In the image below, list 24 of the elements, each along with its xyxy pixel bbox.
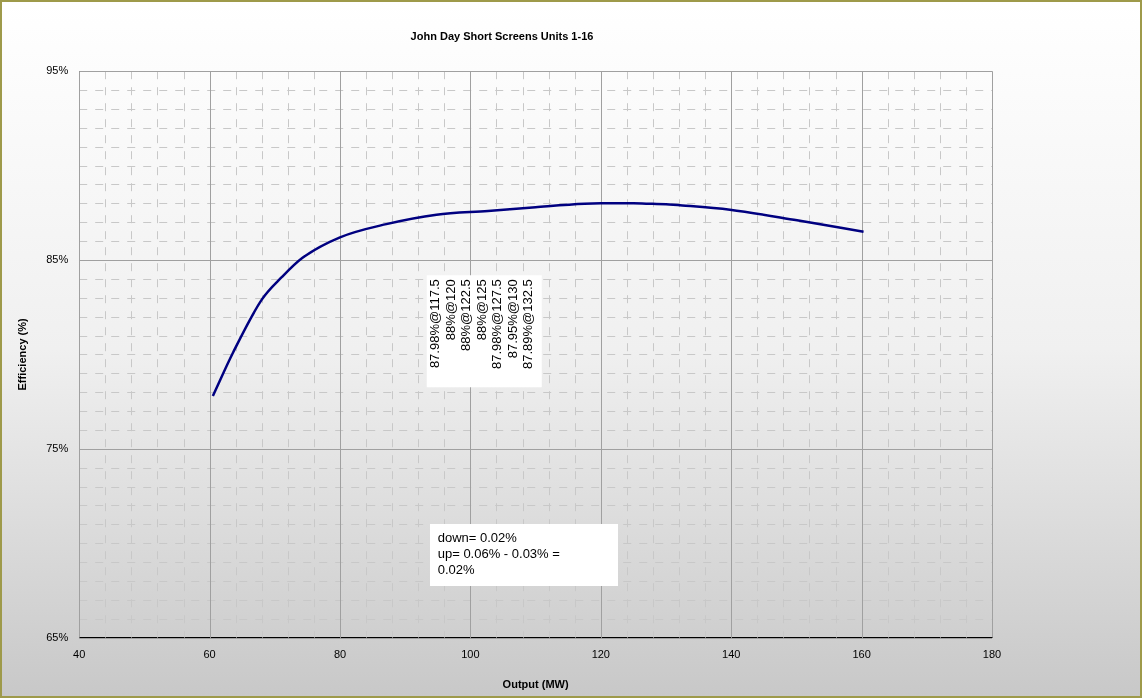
x-tick-label: 160 <box>852 648 871 661</box>
annotation: 88%@125 <box>473 279 490 342</box>
text-box: down= 0.02% up= 0.06% - 0.03% = 0.02% <box>429 524 618 587</box>
x-tick-label: 40 <box>73 648 86 661</box>
x-tick-label: 120 <box>591 648 610 661</box>
annotation: 87.98%@127.5 <box>489 279 505 371</box>
annotation: 88%@122.5 <box>458 279 474 353</box>
chart-title: John Day Short Screens Units 1-16 <box>410 29 594 42</box>
y-tick-label: 95% <box>46 64 69 77</box>
line-series <box>211 202 865 398</box>
annotation: 88%@120 <box>442 279 459 342</box>
annotation: 87.95%@130 <box>504 279 521 361</box>
x-tick-label: 60 <box>203 648 216 661</box>
annotation: 87.98%@117.5 <box>427 279 443 370</box>
y-tick-label: 65% <box>46 630 69 643</box>
x-tick-label: 140 <box>722 648 741 661</box>
y-tick-label: 75% <box>46 441 69 454</box>
x-tick-label: 80 <box>333 648 347 661</box>
y-axis-title: Efficiency (%) <box>15 318 28 391</box>
x-tick-label: 180 <box>982 648 1002 661</box>
x-axis-title: Output (MW) <box>502 678 569 691</box>
y-tick-label: 85% <box>46 253 69 266</box>
annotation: 87.89%@132.5 <box>520 279 536 371</box>
x-tick-label: 100 <box>461 648 480 661</box>
